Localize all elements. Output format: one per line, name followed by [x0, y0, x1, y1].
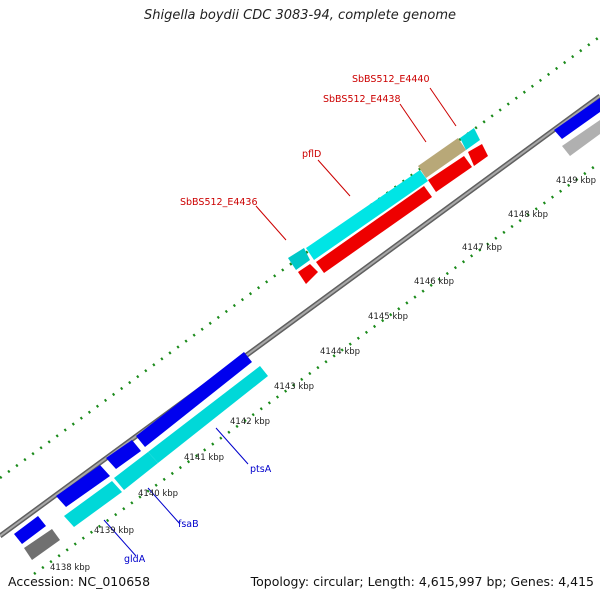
- gene-arrow[interactable]: [106, 440, 141, 469]
- gene-arrow[interactable]: [554, 98, 600, 139]
- tick-label: 4141 kbp: [184, 453, 224, 463]
- gene-arrow[interactable]: [14, 516, 46, 544]
- cds-segment[interactable]: [418, 138, 466, 178]
- inner-tick-ring: [33, 162, 599, 576]
- cds-segment[interactable]: [114, 452, 158, 490]
- tick-label: 4142 kbp: [230, 417, 270, 427]
- tick-label: 4149 kbp: [556, 176, 596, 186]
- cds-segment[interactable]: [288, 248, 310, 270]
- gene-label[interactable]: ptsA: [250, 464, 272, 475]
- coordinate-labels: 4138 kbp 4139 kbp 4140 kbp 4141 kbp 4142…: [50, 176, 596, 573]
- gene-labels: SbBS512_E4440 SbBS512_E4438 pflD SbBS512…: [124, 74, 430, 565]
- tick-label: 4144 kbp: [320, 347, 360, 357]
- cds-segment[interactable]: [298, 264, 318, 284]
- cds-segment[interactable]: [316, 186, 432, 273]
- tick-label: 4140 kbp: [138, 489, 178, 499]
- tick-label: 4143 kbp: [274, 382, 314, 392]
- gene-arrow[interactable]: [24, 529, 60, 560]
- forward-gene-track: [14, 98, 600, 544]
- cds-segment[interactable]: [64, 481, 122, 527]
- gene-arrow[interactable]: [136, 352, 252, 447]
- cds-segment[interactable]: [468, 144, 488, 166]
- cds-track-reverse: [298, 144, 488, 284]
- tick-label: 4148 kbp: [508, 210, 548, 220]
- tick-label: 4138 kbp: [50, 563, 90, 573]
- gene-label[interactable]: gldA: [124, 554, 146, 565]
- tick-label: 4145 kbp: [368, 312, 408, 322]
- gene-arrow[interactable]: [562, 120, 600, 156]
- tick-label: 4146 kbp: [414, 277, 454, 287]
- gene-label[interactable]: SbBS512_E4436: [180, 197, 258, 208]
- map-title: Shigella boydii CDC 3083-94, complete ge…: [143, 8, 457, 23]
- accession-text: Accession: NC_010658: [8, 574, 151, 589]
- gene-label[interactable]: fsaB: [178, 519, 199, 530]
- tick-label: 4139 kbp: [94, 526, 134, 536]
- gene-label[interactable]: pflD: [302, 149, 321, 160]
- cds-segment[interactable]: [428, 156, 472, 192]
- tick-label: 4147 kbp: [462, 243, 502, 253]
- genome-summary-text: Topology: circular; Length: 4,615,997 bp…: [250, 574, 594, 589]
- cds-segment[interactable]: [460, 128, 480, 150]
- label-leaders: [103, 87, 457, 557]
- cds-segment[interactable]: [148, 366, 268, 463]
- cds-track-forward: [64, 128, 480, 527]
- gene-label[interactable]: SbBS512_E4438: [323, 94, 401, 105]
- gene-arrow[interactable]: [56, 465, 110, 507]
- genome-backbone: [0, 93, 600, 539]
- cds-segment[interactable]: [306, 170, 428, 260]
- gene-label[interactable]: SbBS512_E4440: [352, 74, 430, 85]
- other-gene-track: [24, 120, 600, 560]
